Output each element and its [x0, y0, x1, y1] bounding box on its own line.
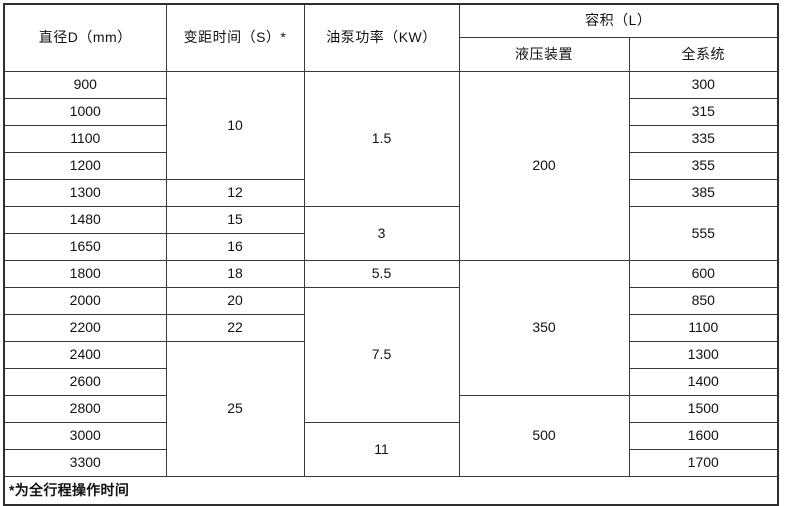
table-row: 1650 16 — [3, 233, 778, 261]
table-row: 1100 335 — [3, 125, 779, 153]
cell-pump-power: 11 — [303, 422, 460, 477]
cell-volume-system: 1600 — [628, 422, 779, 450]
cell-volume-system: 300 — [628, 71, 779, 99]
table-row: 3000 11 1600 — [3, 422, 779, 477]
cell-diameter: 3000 — [3, 422, 167, 450]
cell-pump-power: 7.5 — [303, 287, 460, 423]
header-pitch-time: 变距时间（S）* — [165, 3, 305, 72]
cell-volume-system: 1400 — [628, 368, 779, 396]
cell-pitch-time: 20 — [165, 287, 305, 315]
table-row: 1800 18 5.5 350 600 — [3, 260, 779, 396]
cell-diameter: 2200 — [3, 314, 167, 342]
header-row-main: 直径D（mm） 变距时间（S）* 油泵功率（KW） 容积（L） — [3, 3, 779, 72]
header-volume-hydraulic: 液压装置 — [458, 37, 630, 72]
header-pump-power: 油泵功率（KW） — [303, 3, 460, 72]
cell-pitch-time: 22 — [165, 314, 305, 342]
table-row: 1480 15 3 555 — [3, 206, 779, 261]
cell-volume-system: 1500 — [628, 395, 779, 423]
table-footer: *为全行程操作时间 — [3, 476, 779, 506]
table-row: 2000 20 7.5 850 — [3, 287, 779, 423]
cell-pitch-time: 10 — [165, 71, 305, 180]
table-row: 3300 1700 — [3, 449, 779, 477]
table-row: 2600 1400 — [3, 368, 779, 396]
cell-volume-system: 1300 — [628, 341, 779, 369]
cell-pitch-time: 25 — [165, 341, 305, 477]
cell-diameter: 3300 — [3, 449, 167, 477]
cell-volume-system: 335 — [628, 125, 779, 153]
table-row: 900 10 1.5 200 300 — [3, 71, 779, 261]
cell-volume-system: 385 — [628, 179, 779, 207]
footnote-row: *为全行程操作时间 — [3, 476, 779, 506]
cell-volume-system: 1700 — [628, 449, 779, 477]
cell-pitch-time: 18 — [165, 260, 305, 288]
cell-volume-hydraulic: 200 — [458, 71, 630, 261]
cell-diameter: 1100 — [3, 125, 167, 153]
cell-diameter: 2800 — [3, 395, 167, 423]
cell-diameter: 900 — [3, 71, 167, 99]
cell-pump-power: 1.5 — [303, 71, 460, 207]
table-row: 1200 355 — [3, 152, 779, 180]
footnote-text: *为全行程操作时间 — [3, 476, 779, 506]
cell-volume-system: 850 — [628, 287, 779, 315]
header-diameter: 直径D（mm） — [3, 3, 167, 72]
cell-volume-hydraulic: 500 — [458, 395, 630, 477]
cell-diameter: 2400 — [3, 341, 167, 369]
cell-volume-system: 355 — [628, 152, 779, 180]
cell-volume-system: 600 — [628, 260, 779, 288]
cell-volume-system: 555 — [628, 206, 779, 261]
cell-diameter: 1800 — [3, 260, 167, 288]
table-row: 2200 22 1100 — [3, 314, 779, 342]
table-row: 2400 25 1300 — [3, 341, 779, 477]
document-sheet: 直径D（mm） 变距时间（S）* 油泵功率（KW） 容积（L） 液压装置 全系统… — [3, 3, 780, 506]
cell-pitch-time: 16 — [165, 233, 305, 261]
header-volume-system: 全系统 — [628, 37, 779, 72]
cell-diameter: 2600 — [3, 368, 167, 396]
cell-diameter: 1200 — [3, 152, 167, 180]
cell-diameter: 1480 — [3, 206, 167, 234]
cell-pitch-time: 15 — [165, 206, 305, 234]
cell-diameter: 1000 — [3, 98, 167, 126]
cell-volume-hydraulic: 350 — [458, 260, 630, 396]
table-header: 直径D（mm） 变距时间（S）* 油泵功率（KW） 容积（L） 液压装置 全系统 — [3, 3, 779, 72]
cell-pump-power: 5.5 — [303, 260, 460, 288]
cell-diameter: 1650 — [3, 233, 167, 261]
table-row: 1000 315 — [3, 98, 779, 126]
table-row: 1300 12 385 — [3, 179, 779, 207]
header-row-sub: 液压装置 全系统 — [4, 37, 779, 72]
cell-pitch-time: 12 — [165, 179, 305, 207]
cell-volume-system: 1100 — [628, 314, 779, 342]
cell-diameter: 2000 — [3, 287, 167, 315]
header-volume-group: 容积（L） — [458, 3, 779, 38]
table-body: 900 10 1.5 200 300 1000 315 1100 335 1200 355 1300 1… — [3, 71, 779, 477]
table-row: 2800 500 1500 — [3, 395, 779, 477]
cell-pump-power: 3 — [303, 206, 460, 261]
cell-volume-system: 315 — [628, 98, 779, 126]
cell-diameter: 1300 — [3, 179, 167, 207]
specification-table: 直径D（mm） 变距时间（S）* 油泵功率（KW） 容积（L） 液压装置 全系统… — [3, 3, 780, 506]
